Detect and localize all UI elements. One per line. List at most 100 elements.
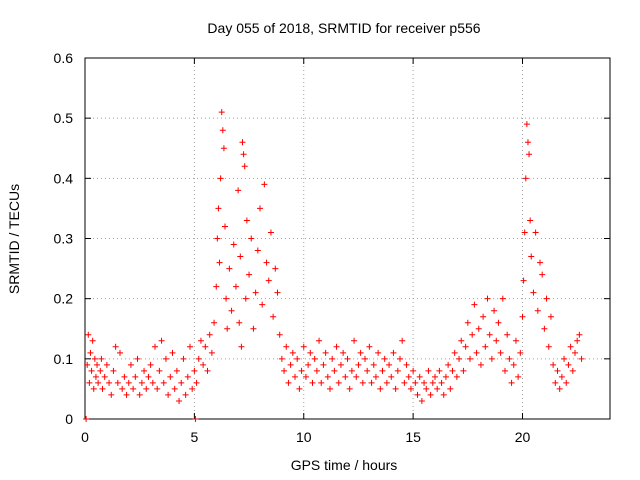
x-tick-label: 5 — [190, 429, 198, 445]
data-point — [377, 385, 384, 392]
data-point — [274, 289, 281, 296]
data-point — [528, 253, 535, 260]
y-tick-label: 0.4 — [54, 170, 74, 186]
data-point — [348, 367, 355, 374]
data-point — [545, 343, 552, 350]
data-point — [235, 187, 242, 194]
data-point — [117, 349, 123, 356]
data-point — [298, 367, 305, 374]
data-point — [482, 343, 489, 350]
data-point — [497, 349, 504, 356]
data-point — [519, 313, 526, 320]
data-point — [83, 416, 90, 422]
data-point — [307, 349, 314, 356]
data-point — [114, 379, 121, 386]
data-point — [342, 373, 349, 380]
data-point — [276, 331, 283, 338]
data-point — [162, 355, 169, 362]
data-point — [539, 271, 546, 278]
data-point — [521, 229, 528, 236]
data-point — [208, 349, 215, 356]
data-point — [434, 385, 441, 392]
chart-tick-labels: 0 0.1 0.2 0.3 0.4 0.5 0.6 0 5 10 15 20 — [54, 50, 531, 445]
data-point — [504, 331, 511, 338]
data-point — [292, 373, 298, 380]
data-point — [220, 145, 227, 152]
data-point — [226, 265, 233, 272]
data-point — [149, 379, 156, 386]
data-point — [442, 373, 449, 380]
data-point — [329, 355, 336, 362]
data-point — [469, 331, 476, 338]
data-point — [289, 349, 296, 356]
data-point — [316, 337, 323, 344]
data-point — [493, 337, 500, 344]
data-point — [520, 277, 527, 284]
data-point — [204, 367, 211, 374]
data-point — [250, 325, 257, 332]
data-point — [484, 295, 491, 302]
data-point — [147, 361, 154, 368]
data-point — [541, 325, 548, 332]
data-point — [192, 416, 199, 422]
data-point — [158, 337, 165, 344]
data-point — [138, 379, 145, 386]
data-point — [320, 361, 327, 368]
data-point — [236, 319, 243, 326]
data-point — [506, 355, 513, 362]
data-point — [101, 373, 108, 380]
data-point — [238, 343, 245, 350]
data-point — [313, 367, 320, 374]
data-point — [263, 259, 270, 266]
y-tick-label: 0.1 — [54, 351, 74, 367]
data-point — [318, 379, 325, 386]
data-point — [412, 379, 419, 386]
data-point — [281, 367, 288, 374]
x-tick-label: 20 — [515, 429, 531, 445]
data-point — [302, 373, 309, 380]
data-point — [473, 349, 480, 356]
data-point — [462, 343, 469, 350]
data-point — [370, 361, 377, 368]
data-point — [333, 343, 340, 350]
data-point — [173, 367, 180, 374]
data-point — [132, 373, 139, 380]
data-point — [392, 385, 399, 392]
chart-grid — [85, 58, 610, 419]
data-point — [418, 397, 425, 404]
data-point — [547, 313, 554, 320]
data-point — [405, 373, 412, 380]
data-point — [353, 373, 360, 380]
data-point — [388, 373, 395, 380]
data-point — [285, 379, 292, 386]
data-point — [407, 385, 414, 392]
data-point — [243, 217, 250, 224]
y-tick-label: 0.2 — [54, 291, 74, 307]
data-point — [344, 355, 351, 362]
data-point — [429, 379, 436, 386]
data-point — [125, 379, 132, 386]
data-point — [351, 337, 358, 344]
data-point — [195, 355, 202, 362]
data-point — [141, 367, 148, 374]
data-point — [477, 361, 484, 368]
data-point — [368, 379, 375, 386]
data-point — [414, 391, 421, 398]
data-point — [222, 223, 228, 230]
data-point — [187, 343, 193, 350]
data-point — [423, 385, 430, 392]
data-point — [136, 391, 143, 398]
data-point — [364, 367, 371, 374]
data-point — [254, 247, 261, 254]
data-point — [567, 343, 574, 350]
data-point — [421, 379, 428, 386]
data-point — [522, 175, 529, 182]
data-point — [558, 373, 565, 380]
x-axis-label: GPS time / hours — [291, 457, 398, 473]
data-point — [178, 379, 185, 386]
data-point — [390, 349, 397, 356]
data-point — [228, 307, 235, 314]
data-point — [143, 385, 150, 392]
data-point — [515, 373, 522, 380]
